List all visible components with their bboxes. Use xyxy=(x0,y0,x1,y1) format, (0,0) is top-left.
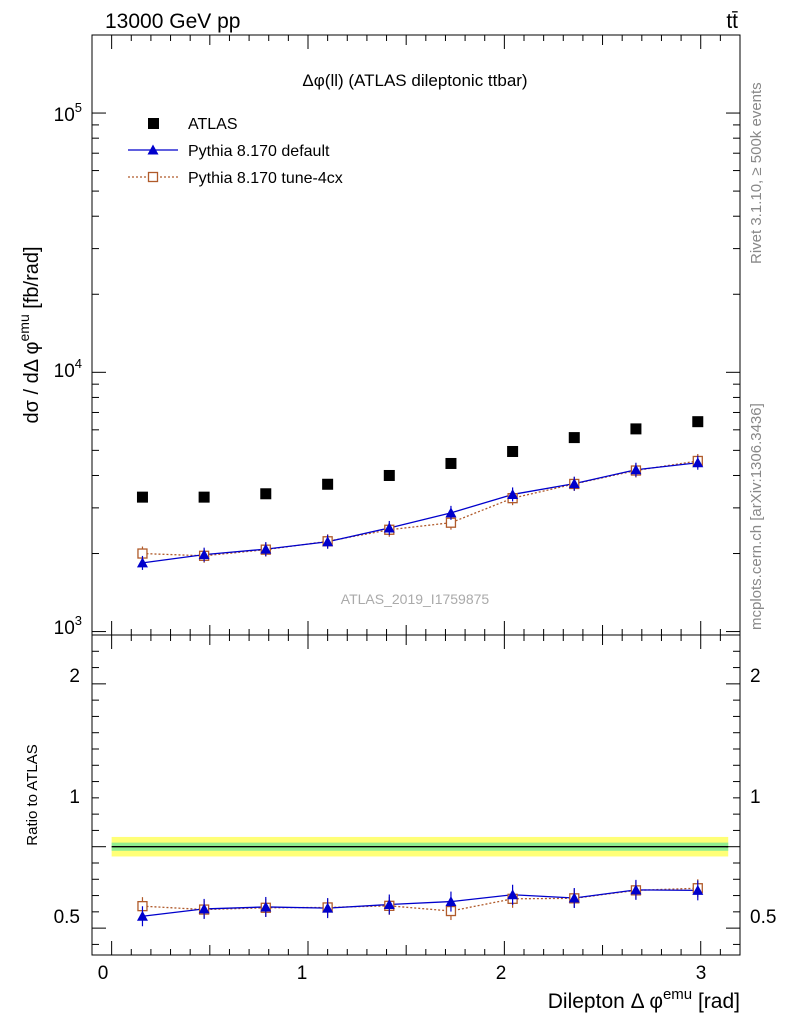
xtick-label-1: 1 xyxy=(297,963,308,984)
legend-label-atlas: ATLAS xyxy=(188,116,238,133)
legend-marker-default xyxy=(147,144,159,155)
ratio-default-point xyxy=(568,892,580,903)
ratio-frame xyxy=(91,634,741,956)
legend-marker-tune xyxy=(147,171,159,183)
ratio-default-point xyxy=(322,902,334,913)
y-tick-label-1e5: 105 xyxy=(54,100,82,126)
default-point xyxy=(630,464,642,475)
default-point xyxy=(322,536,334,547)
ratio-default-point xyxy=(260,901,272,912)
ratio-series xyxy=(136,879,704,927)
atlas-point xyxy=(260,488,272,500)
atlas-point xyxy=(198,491,210,503)
ratio-ytick-left-05: 0.5 xyxy=(54,907,80,928)
y-tick-label-1e3: 103 xyxy=(54,613,82,639)
ratio-default-line xyxy=(142,889,698,917)
xtick-label-3: 3 xyxy=(696,963,707,984)
default-point xyxy=(445,507,457,518)
ratio-default-point xyxy=(507,889,519,900)
default-point xyxy=(198,549,210,560)
xtick-label-0: 0 xyxy=(98,963,109,984)
default-point xyxy=(383,522,395,533)
main-series xyxy=(136,416,704,570)
ratio-ytick-left-1: 1 xyxy=(69,787,80,808)
ratio-ytick-left-2: 2 xyxy=(69,666,80,687)
main-title: Δφ(ll) (ATLAS dileptonic ttbar) xyxy=(302,71,527,90)
energy-label: 13000 GeV pp xyxy=(105,10,240,33)
default-point xyxy=(136,557,148,568)
ratio-default-point xyxy=(692,884,704,895)
mcplots-label: mcplots.cern.ch [arXiv:1306.3436] xyxy=(748,403,765,630)
ratio-default-point xyxy=(198,903,210,914)
y-tick-label-1e4: 104 xyxy=(54,356,82,382)
xtick-label-2: 2 xyxy=(496,963,507,984)
x-axis-title: Dilepton Δ φemu [rad] xyxy=(548,986,740,1013)
atlas-point xyxy=(630,423,642,435)
ratio-ytick-right-1: 1 xyxy=(750,787,761,808)
default-point xyxy=(507,488,519,499)
ratio-ticks xyxy=(92,635,740,955)
ratio-band xyxy=(111,836,729,857)
main-panel: Δφ(ll) (ATLAS dileptonic ttbar) ATLAS_20… xyxy=(16,34,741,639)
legend-marker-atlas xyxy=(148,118,159,129)
atlas-point xyxy=(322,478,334,490)
atlas-point xyxy=(692,416,704,428)
ratio-ytick-right-2: 2 xyxy=(750,666,761,687)
default-point xyxy=(260,543,272,554)
ratio-default-point xyxy=(383,899,395,910)
legend: ATLAS Pythia 8.170 default Pythia 8.170 … xyxy=(128,116,343,187)
rivet-label: Rivet 3.1.10, ≥ 500k events xyxy=(748,82,765,264)
ratio-default-point xyxy=(445,896,457,907)
main-ylabel: dσ / dΔ φemu [fb/rad] xyxy=(16,246,43,423)
atlas-point xyxy=(445,457,457,469)
watermark: ATLAS_2019_I1759875 xyxy=(341,591,490,607)
legend-label-default: Pythia 8.170 default xyxy=(188,143,330,160)
ratio-default-point xyxy=(136,910,148,921)
default-line xyxy=(142,462,698,564)
ratio-default-point xyxy=(630,884,642,895)
atlas-point xyxy=(136,491,148,503)
process-label: tt̄ xyxy=(726,10,738,33)
ratio-ytick-right-05: 0.5 xyxy=(750,907,776,928)
default-point xyxy=(692,457,704,468)
default-point xyxy=(568,478,580,489)
atlas-point xyxy=(568,432,580,444)
ratio-panel: 2 1 0.5 2 1 0.5 Ratio to ATLAS 0 1 2 3 D… xyxy=(24,634,776,1013)
atlas-point xyxy=(383,469,395,481)
legend-label-tune: Pythia 8.170 tune-4cx xyxy=(188,170,343,187)
ratio-ylabel: Ratio to ATLAS xyxy=(24,744,41,845)
atlas-point xyxy=(507,445,519,457)
